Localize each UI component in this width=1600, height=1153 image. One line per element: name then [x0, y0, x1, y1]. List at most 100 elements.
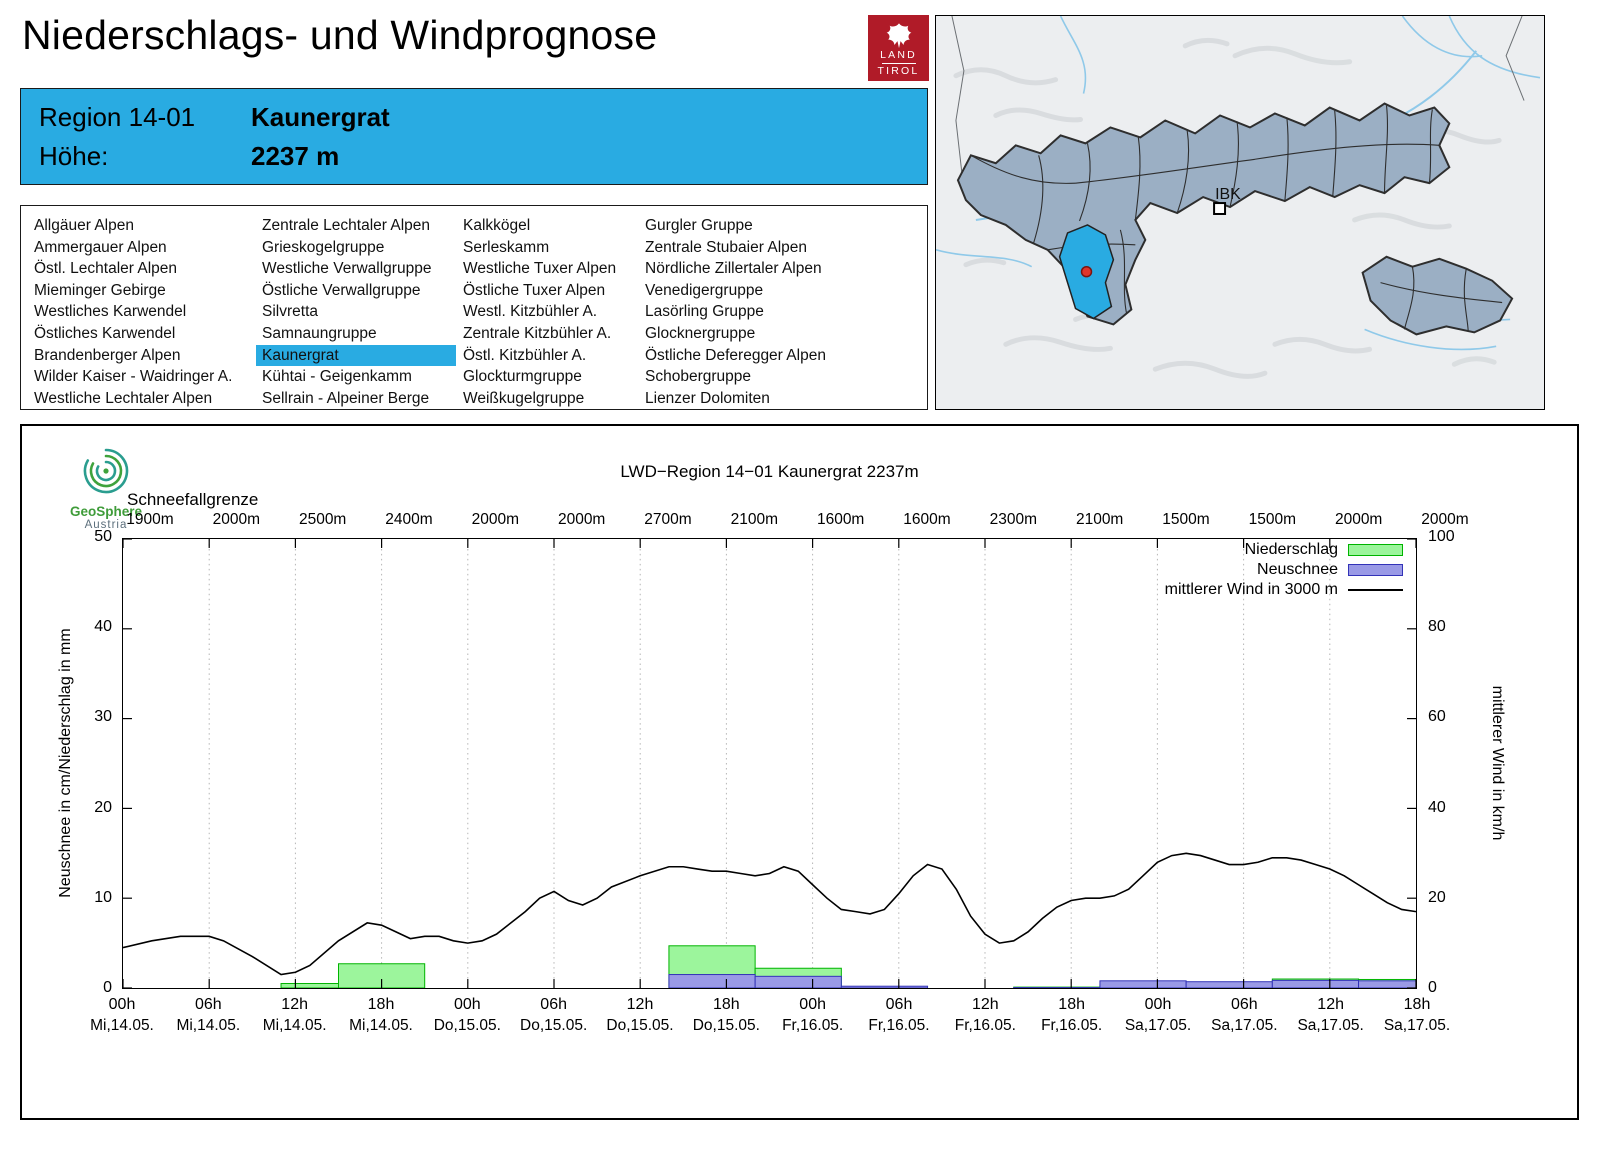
country-border-lines: [951, 16, 1525, 174]
region-column-1: Allgäuer Alpen Ammergauer Alpen Östl. Lech…: [28, 215, 250, 409]
x-axis-tick: 00h Do,15.05.: [422, 996, 512, 1035]
altitude-value: 2237 m: [251, 141, 340, 171]
region-item[interactable]: Östliche Tuxer Alpen: [463, 281, 606, 299]
region-item[interactable]: Westliche Tuxer Alpen: [463, 260, 617, 278]
region-item[interactable]: Schobergruppe: [645, 368, 751, 386]
region-item[interactable]: Westliche Lechtaler Alpen: [34, 389, 213, 407]
snowline-value: 1500m: [1162, 511, 1210, 528]
region-item[interactable]: Glocknergruppe: [645, 324, 756, 342]
region-item[interactable]: Venedigergruppe: [645, 281, 764, 299]
region-item[interactable]: Kalkkögel: [463, 217, 531, 234]
x-axis-tick: 18h Sa,17.05.: [1372, 996, 1462, 1035]
x-axis-tick: 00h Mi,14.05.: [77, 996, 167, 1035]
altitude-label: Höhe:: [39, 141, 109, 171]
region-item[interactable]: Kühtai - Geigenkamm: [262, 368, 412, 386]
east-tirol-region[interactable]: [1361, 255, 1514, 336]
region-item[interactable]: Silvretta: [262, 303, 318, 321]
x-tick-date: Fr,16.05.: [868, 1017, 930, 1034]
y-axis-tick-left: 20: [94, 798, 112, 816]
x-tick-date: Sa,17.05.: [1124, 1017, 1192, 1034]
x-tick-time: 12h: [281, 996, 308, 1013]
neuschnee-bar: [1271, 979, 1360, 988]
region-item[interactable]: Westl. Kitzbühler A.: [463, 303, 598, 321]
y-axis-left-label: Neuschnee in cm/Niederschlag in mm: [57, 628, 74, 898]
region-item[interactable]: Zentrale Stubaier Alpen: [645, 238, 807, 256]
region-item[interactable]: Lasörling Gruppe: [645, 303, 764, 321]
neuschnee-bar: [1358, 980, 1416, 988]
region-item-selected[interactable]: Kaunergrat: [256, 344, 456, 367]
region-item[interactable]: Lienzer Dolomiten: [645, 389, 770, 407]
ibk-marker: [1213, 202, 1227, 215]
region-item[interactable]: Östliche Deferegger Alpen: [645, 346, 826, 364]
region-item[interactable]: Ammergauer Alpen: [34, 238, 167, 256]
region-item[interactable]: Westliches Karwendel: [34, 303, 187, 321]
region-item[interactable]: Östliches Karwendel: [34, 324, 176, 342]
region-item[interactable]: Westliche Verwallgruppe: [262, 260, 432, 278]
x-tick-time: 12h: [626, 996, 654, 1013]
snowline-value: 2100m: [730, 511, 779, 528]
snowline-value: 2000m: [557, 511, 606, 528]
region-item[interactable]: Östl. Kitzbühler A.: [463, 346, 587, 364]
x-tick-time: 06h: [540, 996, 567, 1013]
region-item[interactable]: Sellrain - Alpeiner Berge: [262, 389, 430, 407]
x-axis-tick: 06h Sa,17.05.: [1199, 996, 1289, 1035]
region-value: Kaunergrat: [251, 102, 390, 132]
relief-texture: [953, 37, 1502, 379]
x-tick-date: Sa,17.05.: [1211, 1017, 1278, 1034]
x-axis-tick: 12h Mi,14.05.: [250, 996, 340, 1035]
region-item[interactable]: Gurgler Gruppe: [645, 217, 753, 234]
legend-item: mittlerer Wind in 3000 m: [1165, 580, 1403, 600]
tirol-map-svg[interactable]: IBK: [936, 16, 1544, 409]
x-tick-date: Fr,16.05.: [782, 1017, 844, 1034]
east-district-borders: [1380, 266, 1503, 332]
snowline-value: 1600m: [903, 511, 951, 528]
snowline-value: 2500m: [298, 511, 347, 528]
geosphere-logo: GeoSphere Austria: [50, 444, 162, 531]
geosphere-name: GeoSphere: [69, 504, 143, 519]
region-item[interactable]: Östl. Lechtaler Alpen: [34, 260, 178, 278]
region-item[interactable]: Zentrale Lechtaler Alpen: [262, 217, 431, 234]
region-item[interactable]: Zentrale Kitzbühler A.: [463, 324, 612, 342]
x-tick-time: 18h: [1058, 996, 1085, 1013]
legend-label: Niederschlag: [1244, 541, 1338, 558]
region-item[interactable]: Brandenberger Alpen: [34, 346, 181, 364]
legend-label: mittlerer Wind in 3000 m: [1164, 581, 1338, 598]
y-axis-right-label: mittlerer Wind in km/h: [1489, 685, 1506, 841]
region-item[interactable]: Wilder Kaiser - Waidringer A.: [34, 368, 233, 386]
plot-svg: [123, 539, 1416, 988]
region-list: Allgäuer Alpen Ammergauer Alpen Östl. Lech…: [20, 205, 928, 410]
region-item[interactable]: Grieskogelgruppe: [262, 238, 385, 256]
snowline-value: 1500m: [1248, 511, 1297, 528]
x-tick-date: Do,15.05.: [433, 1017, 501, 1034]
region-item[interactable]: Allgäuer Alpen: [34, 217, 134, 234]
snowline-value: 2100m: [1075, 511, 1124, 528]
x-tick-date: Fr,16.05.: [1041, 1017, 1103, 1034]
x-tick-date: Mi,14.05.: [262, 1017, 327, 1034]
x-tick-time: 00h: [108, 996, 136, 1013]
x-tick-time: 18h: [367, 996, 395, 1013]
region-item[interactable]: Samnaungruppe: [262, 324, 377, 342]
neuschnee-bar: [1185, 981, 1273, 988]
region-item[interactable]: Mieminger Gebirge: [34, 281, 166, 299]
region-item[interactable]: Weißkugelgruppe: [463, 389, 585, 407]
geosphere-icon: [83, 448, 129, 494]
x-tick-date: Sa,17.05.: [1297, 1017, 1364, 1034]
region-item[interactable]: Nördliche Zillertaler Alpen: [645, 260, 822, 278]
land-tirol-logo: LAND TIROL: [868, 15, 929, 81]
tirol-map[interactable]: IBK: [935, 15, 1545, 410]
chart-legend: Niederschlag Neuschnee mittlerer Wind in 3…: [1165, 540, 1403, 600]
x-axis-tick: 18h Mi,14.05.: [336, 996, 426, 1035]
page-title: Niederschlags- und Windprognose: [22, 12, 658, 58]
x-axis-tick: 06h Do,15.05.: [509, 996, 599, 1035]
x-tick-time: 12h: [971, 996, 999, 1013]
region-item[interactable]: Östliche Verwallgruppe: [262, 281, 421, 299]
region-item[interactable]: Glockturmgruppe: [463, 368, 582, 386]
x-tick-time: 00h: [1144, 996, 1172, 1013]
x-axis-tick: 18h Fr,16.05.: [1027, 996, 1117, 1035]
region-item[interactable]: Serleskamm: [463, 238, 550, 256]
region-center-dot: [1080, 265, 1093, 278]
x-tick-date: Fr,16.05.: [954, 1017, 1016, 1034]
x-axis-tick: 18h Do,15.05.: [681, 996, 771, 1035]
region-label: Region 14-01: [39, 102, 196, 132]
